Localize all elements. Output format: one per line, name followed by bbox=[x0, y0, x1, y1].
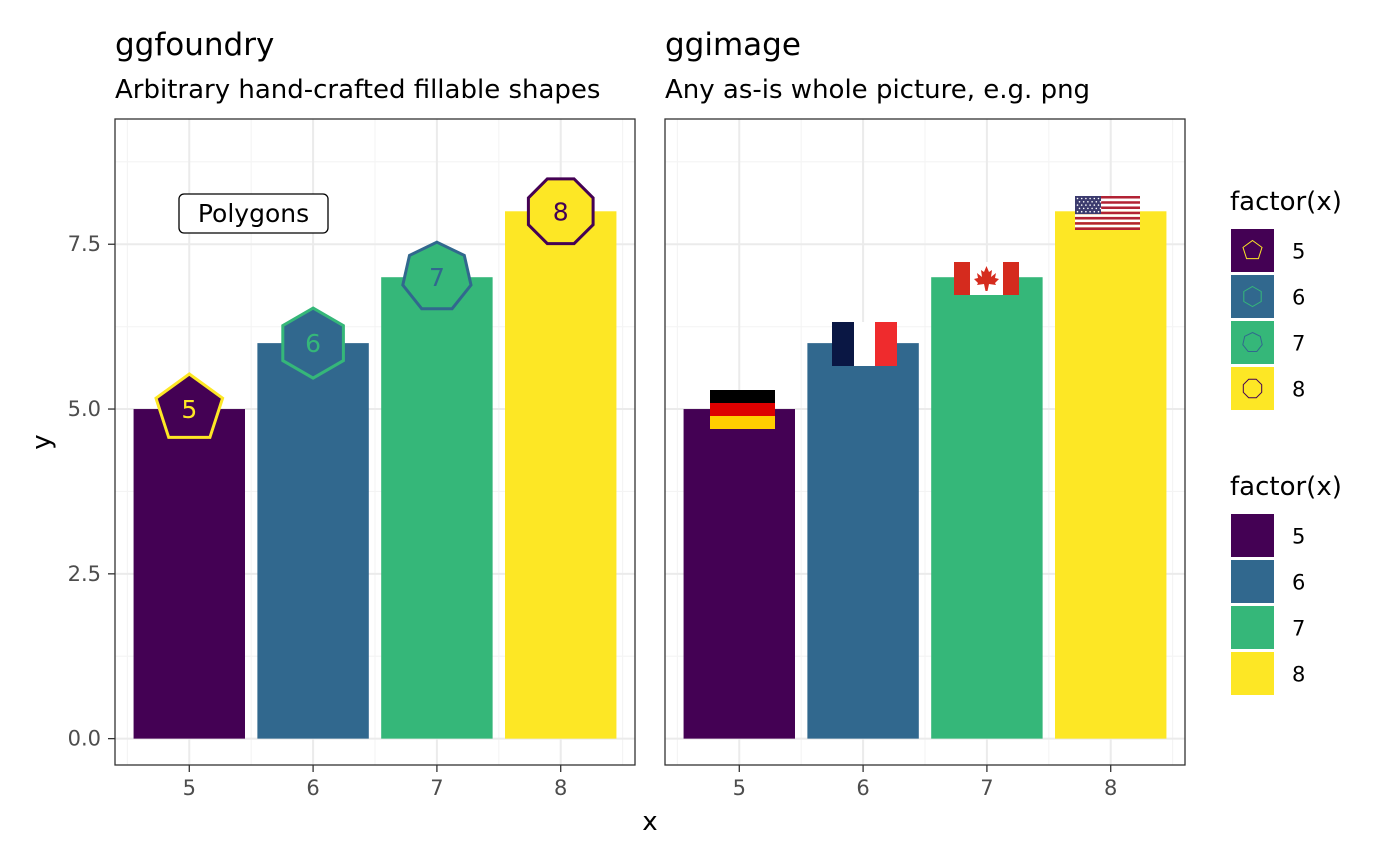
marker-label: 5 bbox=[181, 395, 197, 424]
x-tick-label: 7 bbox=[430, 776, 443, 800]
shape-legend-key-5: 5 bbox=[1231, 229, 1305, 272]
bar-6 bbox=[257, 343, 369, 739]
bar-7 bbox=[381, 277, 493, 739]
hexagon-icon bbox=[1243, 285, 1262, 308]
shape-legend-key-6: 6 bbox=[1231, 275, 1305, 318]
left-y-axis: 0.0 2.5 5.0 7.5 bbox=[68, 232, 115, 751]
right-panel-subtitle: Any as-is whole picture, e.g. png bbox=[665, 75, 1090, 105]
x-tick-label: 5 bbox=[183, 776, 196, 800]
x-tick-label: 8 bbox=[554, 776, 567, 800]
marker-label: 6 bbox=[305, 329, 321, 358]
y-tick-label: 2.5 bbox=[68, 562, 101, 586]
right-bars bbox=[683, 211, 1167, 739]
fill-legend-title: factor(x) bbox=[1230, 472, 1342, 502]
fill-legend-key-7: 7 bbox=[1231, 606, 1305, 649]
fill-legend-key-5: 5 bbox=[1231, 514, 1305, 557]
right-x-axis: 5 6 7 8 bbox=[733, 765, 1117, 800]
x-tick-label: 7 bbox=[980, 776, 993, 800]
legend-label: 7 bbox=[1292, 332, 1305, 356]
y-tick-label: 7.5 bbox=[68, 232, 101, 256]
x-tick-label: 6 bbox=[856, 776, 869, 800]
left-panel: 5 6 7 8 Polygons 0.0 2.5 5.0 7.5 5 6 7 8 bbox=[68, 118, 636, 800]
shape-legend-key-7: 7 bbox=[1231, 321, 1305, 364]
right-panel: 5 6 7 8 bbox=[664, 118, 1186, 800]
fill-legend-key-6: 6 bbox=[1231, 560, 1305, 603]
legend-label: 5 bbox=[1292, 525, 1305, 549]
left-x-axis: 5 6 7 8 bbox=[183, 765, 567, 800]
left-bars bbox=[133, 211, 617, 739]
legend-label: 5 bbox=[1292, 240, 1305, 264]
left-panel-border bbox=[114, 118, 636, 766]
polygons-annotation-label: Polygons bbox=[198, 199, 309, 228]
legend-label: 8 bbox=[1292, 378, 1305, 402]
left-panel-subtitle: Arbitrary hand-crafted fillable shapes bbox=[115, 75, 600, 105]
germany-flag-icon bbox=[710, 390, 775, 429]
marker-label: 7 bbox=[429, 263, 445, 292]
polygons-annotation: Polygons bbox=[178, 193, 329, 234]
x-tick-label: 5 bbox=[733, 776, 746, 800]
bar-8 bbox=[505, 211, 617, 739]
legend-label: 7 bbox=[1292, 617, 1305, 641]
y-tick-label: 5.0 bbox=[68, 397, 101, 421]
bar-7 bbox=[931, 277, 1043, 739]
legend-label: 8 bbox=[1292, 663, 1305, 687]
y-axis-title: y bbox=[27, 434, 57, 449]
marker-label: 8 bbox=[553, 197, 569, 226]
shape-legend: factor(x) 5 6 7 8 bbox=[1230, 187, 1342, 410]
y-tick-label: 0.0 bbox=[68, 727, 101, 751]
heptagon-marker-7: 7 bbox=[401, 240, 473, 311]
france-flag-icon bbox=[832, 322, 897, 366]
heptagon-icon bbox=[1242, 331, 1263, 352]
right-panel-border bbox=[664, 118, 1186, 766]
bar-6 bbox=[807, 343, 919, 739]
canada-flag-icon bbox=[954, 262, 1019, 295]
x-tick-label: 8 bbox=[1104, 776, 1117, 800]
x-axis-title: x bbox=[642, 807, 657, 837]
bar-5 bbox=[683, 409, 795, 739]
hexagon-marker-6: 6 bbox=[281, 306, 345, 380]
left-panel-title: ggfoundry bbox=[115, 27, 274, 63]
right-panel-title: ggimage bbox=[665, 27, 801, 63]
usa-flag-icon bbox=[1075, 196, 1140, 230]
shape-legend-key-8: 8 bbox=[1231, 367, 1305, 410]
bar-8 bbox=[1055, 211, 1167, 739]
shape-legend-title: factor(x) bbox=[1230, 187, 1342, 217]
octagon-marker-8: 8 bbox=[526, 177, 595, 246]
bar-5 bbox=[133, 409, 245, 739]
legend-label: 6 bbox=[1292, 286, 1305, 310]
pentagon-icon bbox=[1242, 239, 1263, 260]
maple-leaf-icon bbox=[974, 266, 999, 291]
pentagon-marker-5: 5 bbox=[154, 372, 225, 439]
polygons-annotation-box bbox=[178, 193, 329, 234]
legend-label: 6 bbox=[1292, 571, 1305, 595]
octagon-icon bbox=[1242, 378, 1263, 399]
fill-legend: factor(x) 5 6 7 8 bbox=[1230, 472, 1342, 695]
fill-legend-key-8: 8 bbox=[1231, 652, 1305, 695]
x-tick-label: 6 bbox=[306, 776, 319, 800]
left-shape-markers: 5 6 7 8 bbox=[154, 177, 595, 439]
